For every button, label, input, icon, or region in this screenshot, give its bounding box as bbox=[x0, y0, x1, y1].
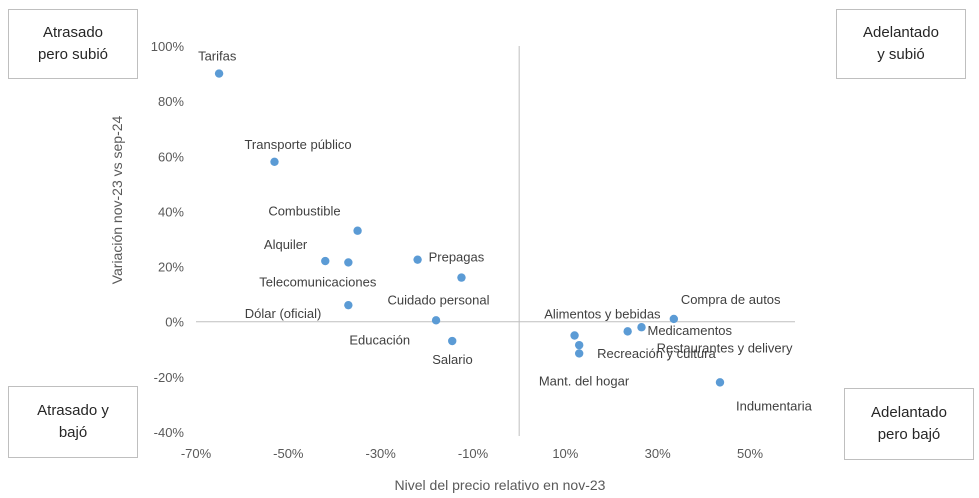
data-point bbox=[270, 157, 279, 166]
point-label: Medicamentos bbox=[648, 323, 733, 338]
y-tick-label: 20% bbox=[158, 260, 184, 275]
point-label: Recreación y cultura bbox=[597, 346, 716, 361]
point-label: Educación bbox=[349, 332, 410, 347]
point-label: Prepagas bbox=[429, 250, 485, 265]
quadrant-top-left-label: Atrasado pero subió bbox=[8, 9, 138, 79]
data-point bbox=[623, 327, 632, 336]
data-point bbox=[715, 378, 725, 387]
data-point bbox=[214, 69, 224, 78]
y-tick-label: 100% bbox=[151, 39, 185, 54]
quadrant-bottom-right-label: Adelantado pero bajó bbox=[844, 388, 974, 460]
point-label: Indumentaria bbox=[736, 398, 813, 413]
point-label: Restaurantes y delivery bbox=[657, 340, 793, 355]
data-points bbox=[214, 69, 725, 387]
tick-labels: -70% -50% -30% -10% 10% 30% 50% 100% 80% 60% 40% 20… bbox=[151, 39, 764, 461]
point-label: Transporte público bbox=[244, 137, 351, 152]
data-point bbox=[669, 314, 679, 324]
data-point bbox=[457, 273, 466, 282]
data-point bbox=[353, 226, 362, 235]
y-tick-label: 60% bbox=[158, 149, 184, 164]
x-tick-label: -70% bbox=[181, 446, 212, 461]
axes bbox=[196, 46, 795, 436]
y-tick-label: -40% bbox=[154, 425, 185, 440]
x-tick-label: 30% bbox=[645, 446, 671, 461]
data-point bbox=[570, 331, 579, 340]
quadrant-bottom-left-label: Atrasado y bajó bbox=[8, 386, 138, 458]
point-label: Alquiler bbox=[264, 237, 308, 252]
x-tick-label: -50% bbox=[273, 446, 304, 461]
y-tick-label: -20% bbox=[154, 370, 185, 385]
data-point bbox=[637, 323, 646, 332]
x-axis-label: Nivel del precio relativo en nov-23 bbox=[395, 477, 606, 493]
point-labels: Tarifas Transporte público Combustible Alqu… bbox=[198, 49, 813, 414]
y-axis-label: Variación nov-23 vs sep-24 bbox=[109, 115, 125, 284]
point-label: Alimentos y bebidas bbox=[544, 307, 661, 322]
point-label: Salario bbox=[432, 352, 472, 367]
point-label: Cuidado personal bbox=[388, 293, 490, 308]
data-point bbox=[574, 349, 584, 358]
y-tick-label: 80% bbox=[158, 94, 184, 109]
data-point bbox=[431, 316, 441, 325]
data-point bbox=[574, 340, 584, 350]
point-label: Tarifas bbox=[198, 49, 237, 64]
point-label: Mant. del hogar bbox=[539, 373, 630, 388]
point-label: Combustible bbox=[268, 204, 340, 219]
data-point bbox=[448, 336, 457, 346]
data-point bbox=[344, 258, 353, 267]
quadrant-top-right-label: Adelantado y subió bbox=[836, 9, 966, 79]
x-tick-label: -30% bbox=[365, 446, 396, 461]
x-tick-label: -10% bbox=[458, 446, 489, 461]
point-label: Compra de autos bbox=[681, 292, 781, 307]
data-point bbox=[321, 256, 330, 266]
y-tick-label: 40% bbox=[158, 204, 184, 219]
data-point bbox=[344, 300, 353, 310]
x-tick-label: 10% bbox=[552, 446, 578, 461]
point-label: Dólar (oficial) bbox=[245, 306, 322, 321]
x-tick-label: 50% bbox=[737, 446, 763, 461]
data-point bbox=[413, 255, 422, 264]
y-tick-label: 0% bbox=[165, 315, 184, 330]
point-label: Telecomunicaciones bbox=[259, 274, 377, 289]
